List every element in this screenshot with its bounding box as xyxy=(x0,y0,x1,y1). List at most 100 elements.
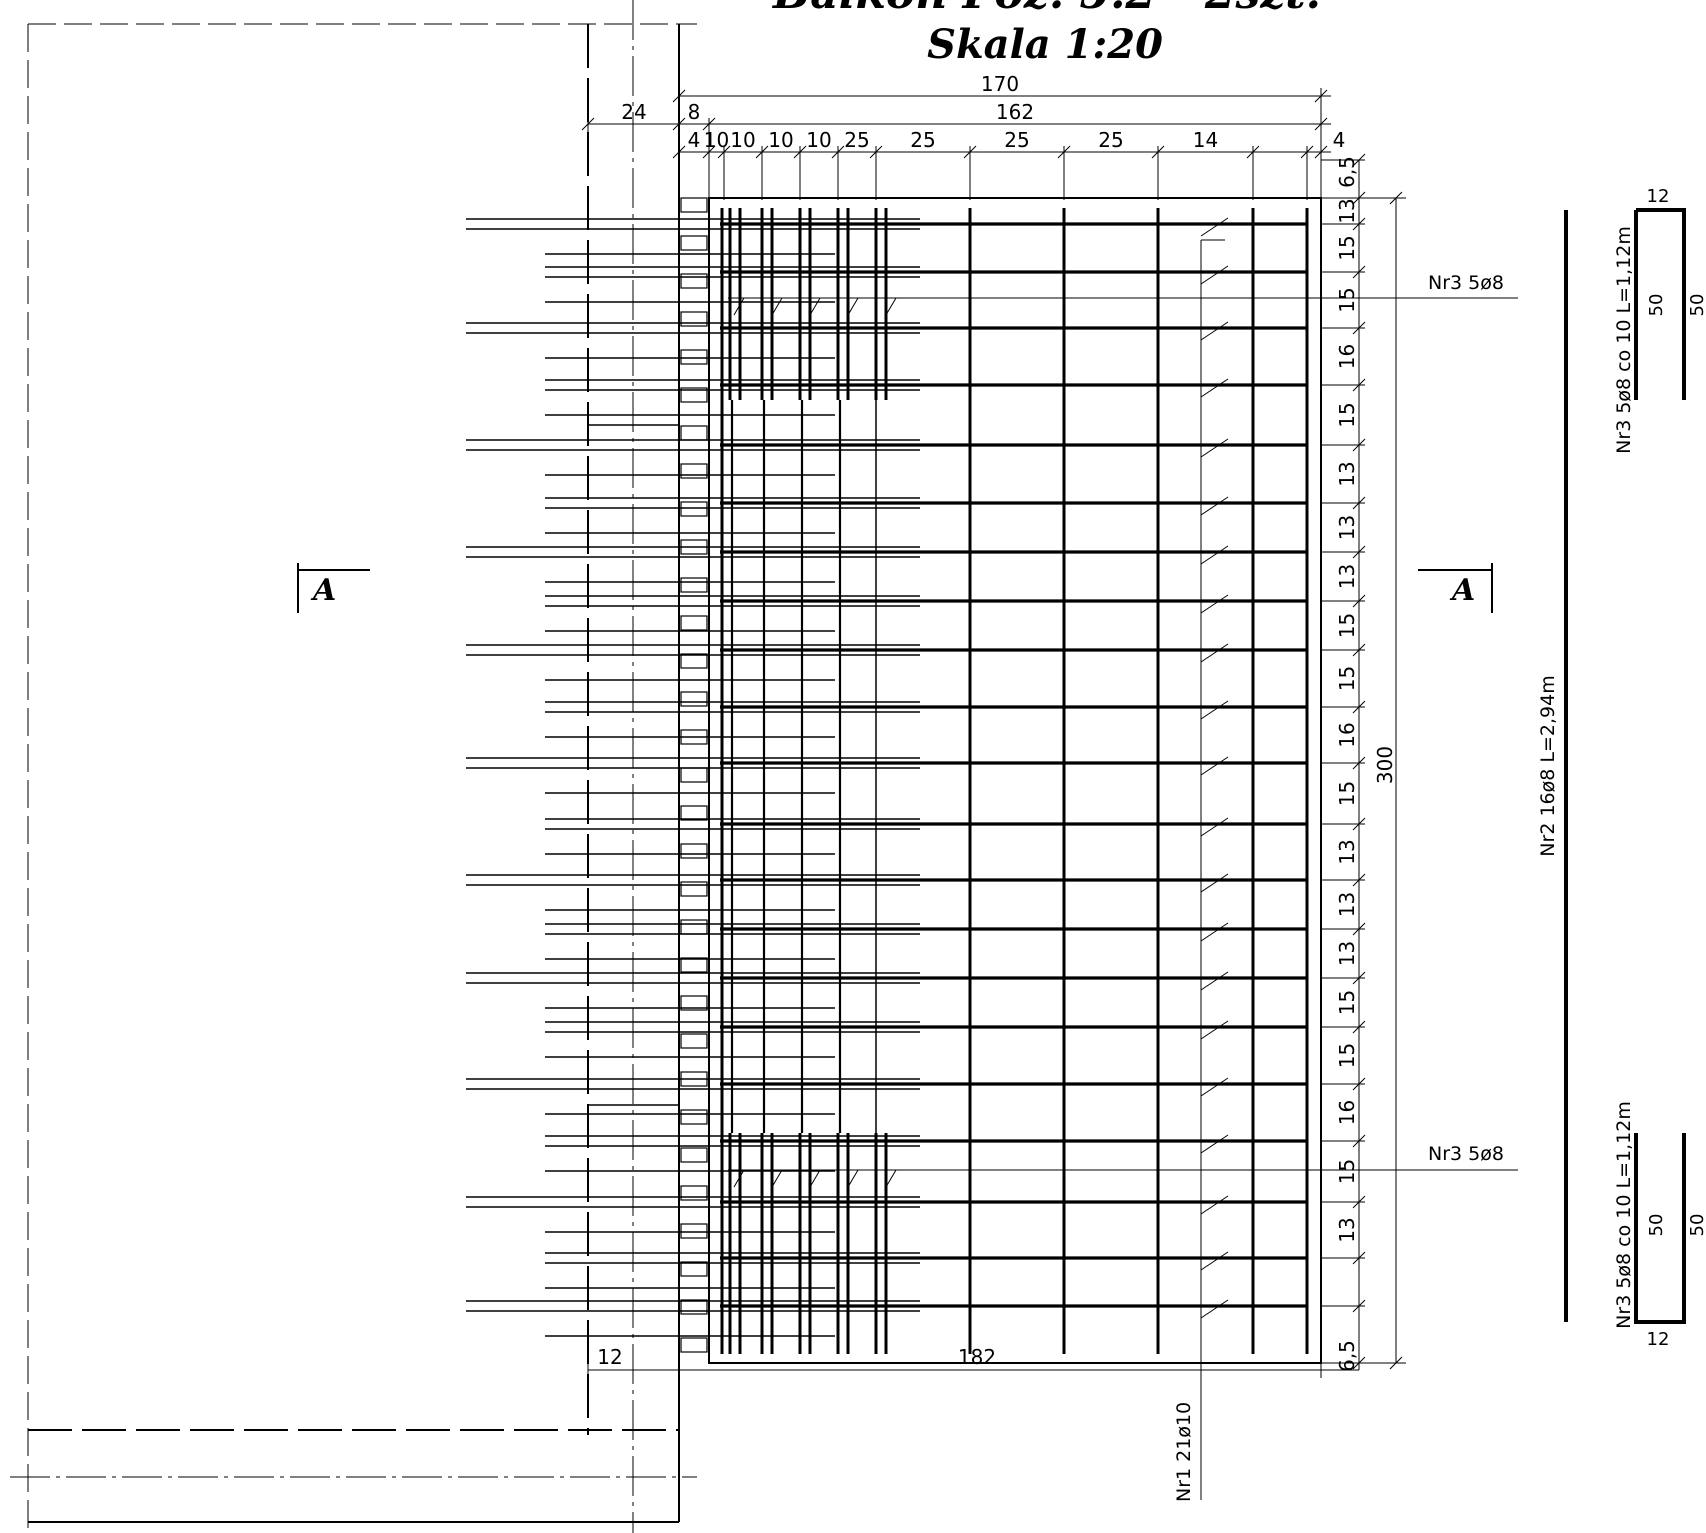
connector-mark xyxy=(680,805,708,821)
dim-tick xyxy=(1352,1195,1366,1209)
bar-callout-lines xyxy=(728,239,1518,1500)
dim-right-segment: 13 xyxy=(1335,1217,1359,1242)
connector-mark xyxy=(680,615,708,631)
connector-mark xyxy=(680,577,708,593)
hatch-mark xyxy=(1200,1077,1229,1097)
hatch-mark xyxy=(1200,700,1229,720)
dim-tick xyxy=(1352,643,1366,657)
hatch-mark xyxy=(733,297,745,316)
hatch-mark xyxy=(1200,265,1229,285)
anchor-bars-group xyxy=(466,197,920,1353)
dim-tick xyxy=(1389,1356,1403,1370)
dim-tick xyxy=(1352,265,1366,279)
connector-mark xyxy=(680,919,708,935)
connector-mark xyxy=(680,1299,708,1315)
label-nr2: Nr2 16ø8 L=2,94m xyxy=(1537,675,1559,856)
label-nr3-top: Nr3 5ø8 xyxy=(1428,272,1504,294)
dim-top-segment: 10 xyxy=(768,128,793,152)
hatch-mark xyxy=(885,1169,897,1188)
connector-mark xyxy=(680,273,708,289)
section-label-left: A xyxy=(310,573,336,608)
top-dimension-ticks xyxy=(581,89,1328,200)
dim-top-total: 170 xyxy=(981,72,1019,96)
dim-top-segment: 25 xyxy=(1098,128,1123,152)
bar-hatch-marks xyxy=(733,217,1229,1319)
dim-right-segment: 13 xyxy=(1335,198,1359,223)
connector-mark xyxy=(680,1337,708,1353)
dim-top-segment: 25 xyxy=(844,128,869,152)
right-segment-labels: 6,5 13 15 15 16 15 13 13 13 15 15 16 15 13 13 13 15 15 16 1… xyxy=(1335,156,1359,1372)
connector-mark xyxy=(680,995,708,1011)
connector-mark xyxy=(680,501,708,517)
dim-tick xyxy=(1389,191,1403,205)
connector-mark xyxy=(680,1071,708,1087)
dim-top-8: 8 xyxy=(688,100,701,124)
dim-right-segment: 15 xyxy=(1335,613,1359,638)
dim-tick xyxy=(1314,89,1328,103)
dim-top-segment: 25 xyxy=(910,128,935,152)
label-nr3-detail-bottom: Nr3 5ø8 co 10 L=1,12m xyxy=(1613,1101,1635,1329)
dim-tick xyxy=(1057,145,1071,159)
hatch-mark xyxy=(1200,756,1229,776)
dim-right-segment: 15 xyxy=(1335,990,1359,1015)
nr3-detail-top-shape xyxy=(1636,208,1686,400)
dim-right-segment: 15 xyxy=(1335,402,1359,427)
dim-tick xyxy=(963,145,977,159)
dim-top-segment: 10 xyxy=(806,128,831,152)
hatch-mark xyxy=(1200,922,1229,942)
top-dimension-lines xyxy=(587,88,1331,200)
dim-tick xyxy=(702,145,716,159)
connector-mark xyxy=(680,881,708,897)
dim-right-segment: 13 xyxy=(1335,839,1359,864)
detail-top-h2: 50 xyxy=(1687,294,1706,317)
wall-outline xyxy=(10,0,697,1533)
dim-tick xyxy=(672,145,686,159)
dim-right-segment: 13 xyxy=(1335,941,1359,966)
hatch-mark xyxy=(1200,1195,1229,1215)
connector-mark xyxy=(680,349,708,365)
hatch-mark xyxy=(1200,643,1229,663)
drawing-title-partial: Balkon Poz. 5.2 - 2szt. xyxy=(771,0,1321,19)
dim-tick xyxy=(1352,971,1366,985)
dim-tick xyxy=(1300,145,1314,159)
connector-mark xyxy=(680,235,708,251)
slab-outline xyxy=(708,197,1322,1364)
dim-tick xyxy=(1352,1356,1366,1370)
hatch-mark xyxy=(809,1169,821,1188)
hatch-mark xyxy=(733,1169,745,1188)
dim-tick xyxy=(1246,145,1260,159)
dim-right-segment: 13 xyxy=(1335,892,1359,917)
dim-tick xyxy=(702,117,716,131)
dim-right-segment: 15 xyxy=(1335,287,1359,312)
dim-bottom-182: 182 xyxy=(958,1345,996,1369)
dim-top-segment: 4 xyxy=(1333,128,1346,152)
dim-right-segment: 15 xyxy=(1335,235,1359,260)
dim-tick xyxy=(1352,817,1366,831)
dim-tick xyxy=(831,145,845,159)
dim-tick xyxy=(1352,1020,1366,1034)
drawing-scale: Skala 1:20 xyxy=(927,21,1163,68)
dim-top-24: 24 xyxy=(621,100,646,124)
dim-tick xyxy=(1352,594,1366,608)
hatch-mark xyxy=(1200,1020,1229,1040)
detail-top-width: 12 xyxy=(1647,186,1670,207)
connector-mark xyxy=(680,957,708,973)
connector-mark xyxy=(680,767,708,783)
connector-mark xyxy=(680,425,708,441)
dim-tick xyxy=(1352,545,1366,559)
connector-mark xyxy=(680,197,708,213)
dim-tick xyxy=(1352,438,1366,452)
dim-right-segment: 15 xyxy=(1335,781,1359,806)
dim-top-segment: 10 xyxy=(730,128,755,152)
dim-right-segment: 6,5 xyxy=(1335,1340,1359,1372)
label-nr3-bottom: Nr3 5ø8 xyxy=(1428,1143,1504,1165)
dim-tick xyxy=(1352,321,1366,335)
hatch-mark xyxy=(1200,378,1229,398)
dim-tick xyxy=(1352,700,1366,714)
label-nr1: Nr1 21ø10 xyxy=(1173,1402,1195,1502)
nr1-transverse-bars xyxy=(720,208,1309,1354)
connector-mark xyxy=(680,387,708,403)
connector-mark xyxy=(680,1033,708,1049)
dim-top-inner: 162 xyxy=(996,100,1034,124)
